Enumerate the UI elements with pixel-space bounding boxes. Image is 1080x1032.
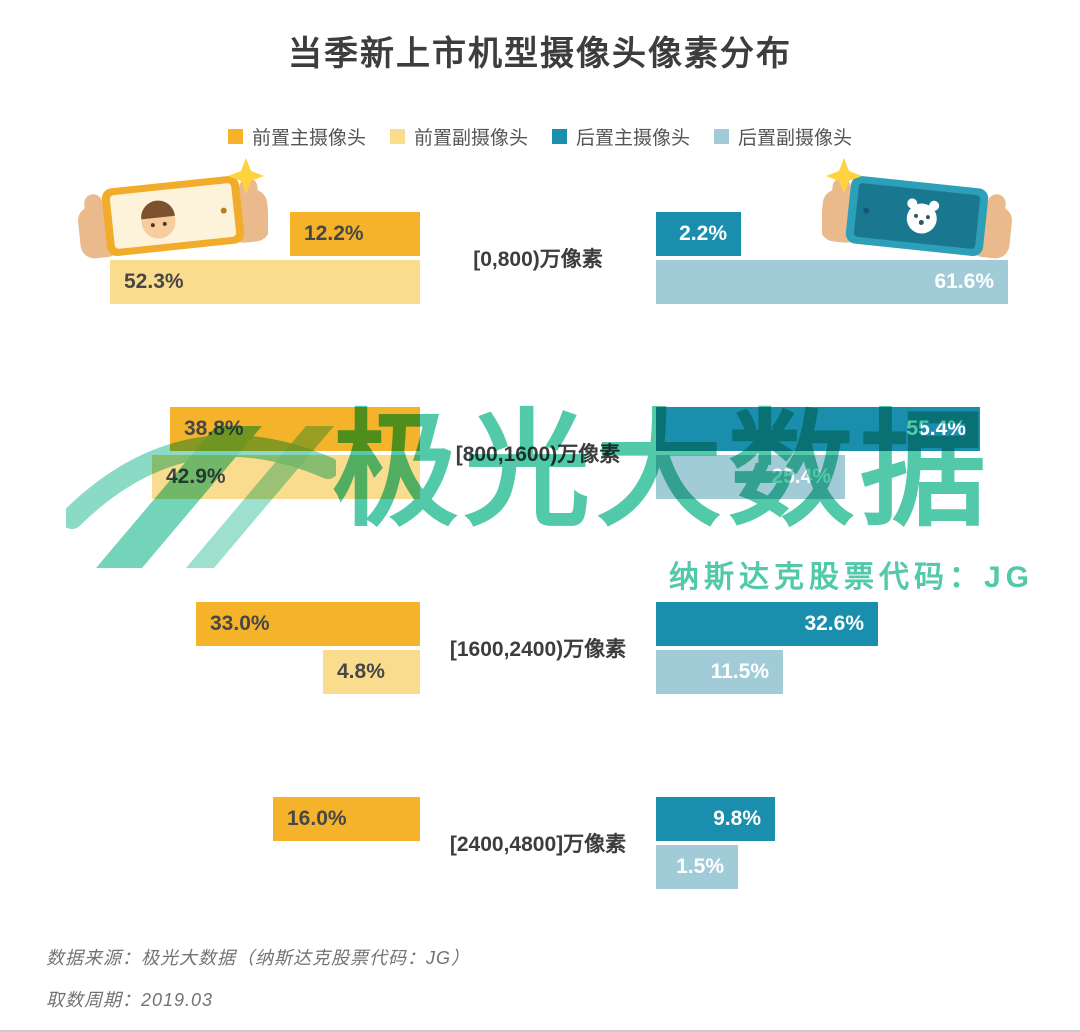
bar-value-label: 4.8% xyxy=(337,660,385,683)
bar-front-main-2: 33.0% xyxy=(196,602,420,646)
legend-swatch-front-main xyxy=(227,129,243,144)
bar-value-label: 55.4% xyxy=(906,417,966,440)
bar-rear-secondary-3: 1.5% xyxy=(656,845,738,889)
bar-value-label: 1.5% xyxy=(676,855,724,878)
bar-value-label: 42.9% xyxy=(166,465,226,488)
bar-value-label: 61.6% xyxy=(934,270,994,293)
bar-rear-main-0: 2.2% xyxy=(656,212,741,256)
category-label-0: [0,800)万像素 xyxy=(473,248,603,271)
bar-value-label: 33.0% xyxy=(210,612,270,635)
bar-value-label: 32.6% xyxy=(804,612,864,635)
bar-rear-main-1: 55.4% xyxy=(656,407,980,451)
bar-rear-secondary-0: 61.6% xyxy=(656,260,1008,304)
legend-item-rear-main: 后置主摄像头 xyxy=(552,123,690,150)
legend-swatch-front-secondary xyxy=(389,129,405,144)
bar-front-main-3: 16.0% xyxy=(273,797,420,841)
bar-value-label: 9.8% xyxy=(713,807,761,830)
bar-value-label: 11.5% xyxy=(710,660,769,683)
bar-value-label: 38.8% xyxy=(184,417,244,440)
bar-front-secondary-2: 4.8% xyxy=(323,650,420,694)
bar-front-secondary-0: 52.3% xyxy=(110,260,420,304)
legend: 前置主摄像头 前置副摄像头 后置主摄像头 后置副摄像头 xyxy=(0,123,1080,150)
legend-item-front-main: 前置主摄像头 xyxy=(227,123,366,150)
data-source-note: 数据来源：极光大数据（纳斯达克股票代码：JG） xyxy=(46,948,470,968)
watermark-subtext: 纳斯达克股票代码：JG xyxy=(668,561,1034,594)
legend-item-rear-secondary: 后置副摄像头 xyxy=(714,123,852,150)
legend-swatch-rear-main xyxy=(552,129,567,144)
bar-front-secondary-1: 42.9% xyxy=(152,455,420,499)
legend-label-rear-secondary: 后置副摄像头 xyxy=(738,128,853,149)
legend-label-front-secondary: 前置副摄像头 xyxy=(413,128,528,149)
category-label-3: [2400,4800]万像素 xyxy=(449,833,627,856)
legend-swatch-rear-secondary xyxy=(714,129,730,144)
bar-front-main-1: 38.8% xyxy=(170,407,420,451)
bar-front-main-0: 12.2% xyxy=(290,212,420,256)
bar-value-label: 12.2% xyxy=(304,222,364,245)
legend-label-rear-main: 后置主摄像头 xyxy=(576,128,691,149)
page-title: 当季新上市机型摄像头像素分布 xyxy=(288,35,792,73)
flash-star-icon xyxy=(826,158,862,194)
photo-phone-illustration-right xyxy=(822,158,1012,259)
bar-value-label: 2.2% xyxy=(679,222,727,245)
bar-value-label: 52.3% xyxy=(124,270,184,293)
data-period-note: 取数周期：2019.03 xyxy=(46,990,214,1010)
bar-value-label: 25.4% xyxy=(771,465,831,488)
legend-item-front-secondary: 前置副摄像头 xyxy=(389,123,528,150)
category-label-2: [1600,2400)万像素 xyxy=(449,638,627,661)
bar-value-label: 16.0% xyxy=(287,807,347,830)
bar-rear-main-3: 9.8% xyxy=(656,797,775,841)
bar-rear-secondary-1: 25.4% xyxy=(656,455,845,499)
category-label-1: [800,1600)万像素 xyxy=(455,443,621,466)
bar-rear-main-2: 32.6% xyxy=(656,602,878,646)
selfie-phone-illustration-left xyxy=(78,158,268,259)
flash-star-icon xyxy=(228,158,264,194)
bar-rear-secondary-2: 11.5% xyxy=(656,650,783,694)
legend-label-front-main: 前置主摄像头 xyxy=(251,128,366,149)
